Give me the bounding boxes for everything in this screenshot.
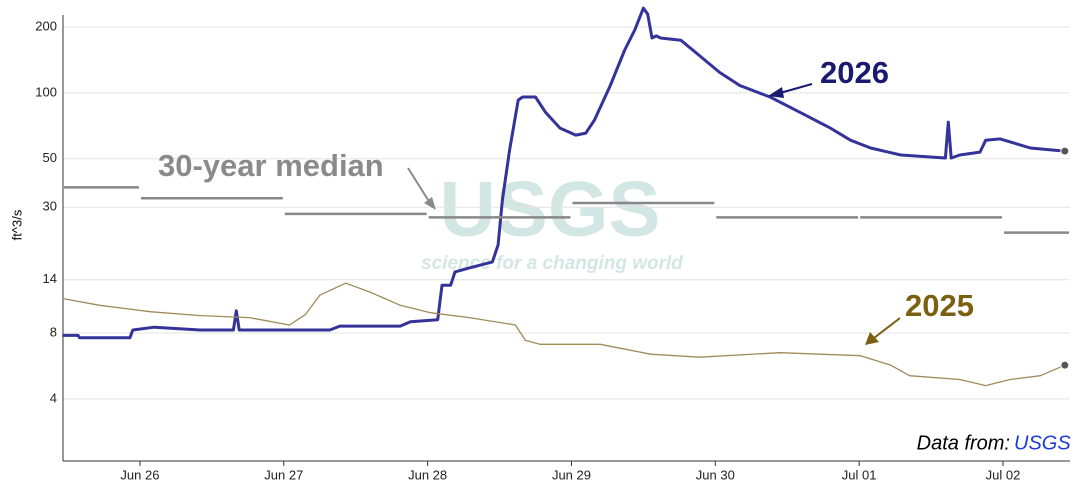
x-tick-label: Jun 26 [120, 467, 159, 482]
source-label: Data from: [917, 432, 1010, 454]
y-axis-label: ft^3/s [9, 209, 24, 240]
y-tick-label: 8 [50, 324, 57, 339]
annotation-arrow [873, 317, 901, 339]
y-tick-label: 4 [50, 390, 57, 405]
y-tick-label: 200 [35, 18, 57, 33]
watermark: USGS science for a changing world [421, 165, 683, 274]
series-line [62, 282, 1066, 387]
x-tick-label: Jun 27 [264, 467, 303, 482]
y-tick-label: 14 [43, 271, 57, 286]
annotation: 30-year median [158, 148, 384, 183]
x-tick-label: Jun 28 [408, 467, 447, 482]
y-tick-label: 30 [43, 199, 57, 214]
annotation-arrow [779, 83, 813, 94]
watermark-text: USGS [439, 165, 660, 253]
annotation: 2025 [905, 288, 974, 323]
annotation: 2026 [820, 55, 889, 90]
y-tick-label: 100 [35, 84, 57, 99]
y-tick-label: 50 [43, 150, 57, 165]
watermark-tagline: science for a changing world [421, 253, 683, 274]
series-line [62, 6, 1065, 340]
x-tick-label: Jun 29 [552, 467, 591, 482]
end-dot [1060, 360, 1070, 370]
annotation-arrow [407, 167, 431, 204]
x-tick-label: Jul 01 [842, 467, 877, 482]
arrow-head [768, 87, 784, 98]
plot-area: 4 8 14 30 50 100 200 Jun 26 Jun 27 Jun 28 Jun 29 Ju… [35, 6, 1070, 482]
arrow-head [865, 332, 879, 345]
x-tick-label: Jul 02 [986, 467, 1021, 482]
end-dot [1060, 146, 1070, 156]
arrow-head [424, 197, 436, 210]
source: USGS [1014, 432, 1071, 454]
x-tick-label: Jun 30 [696, 467, 735, 482]
